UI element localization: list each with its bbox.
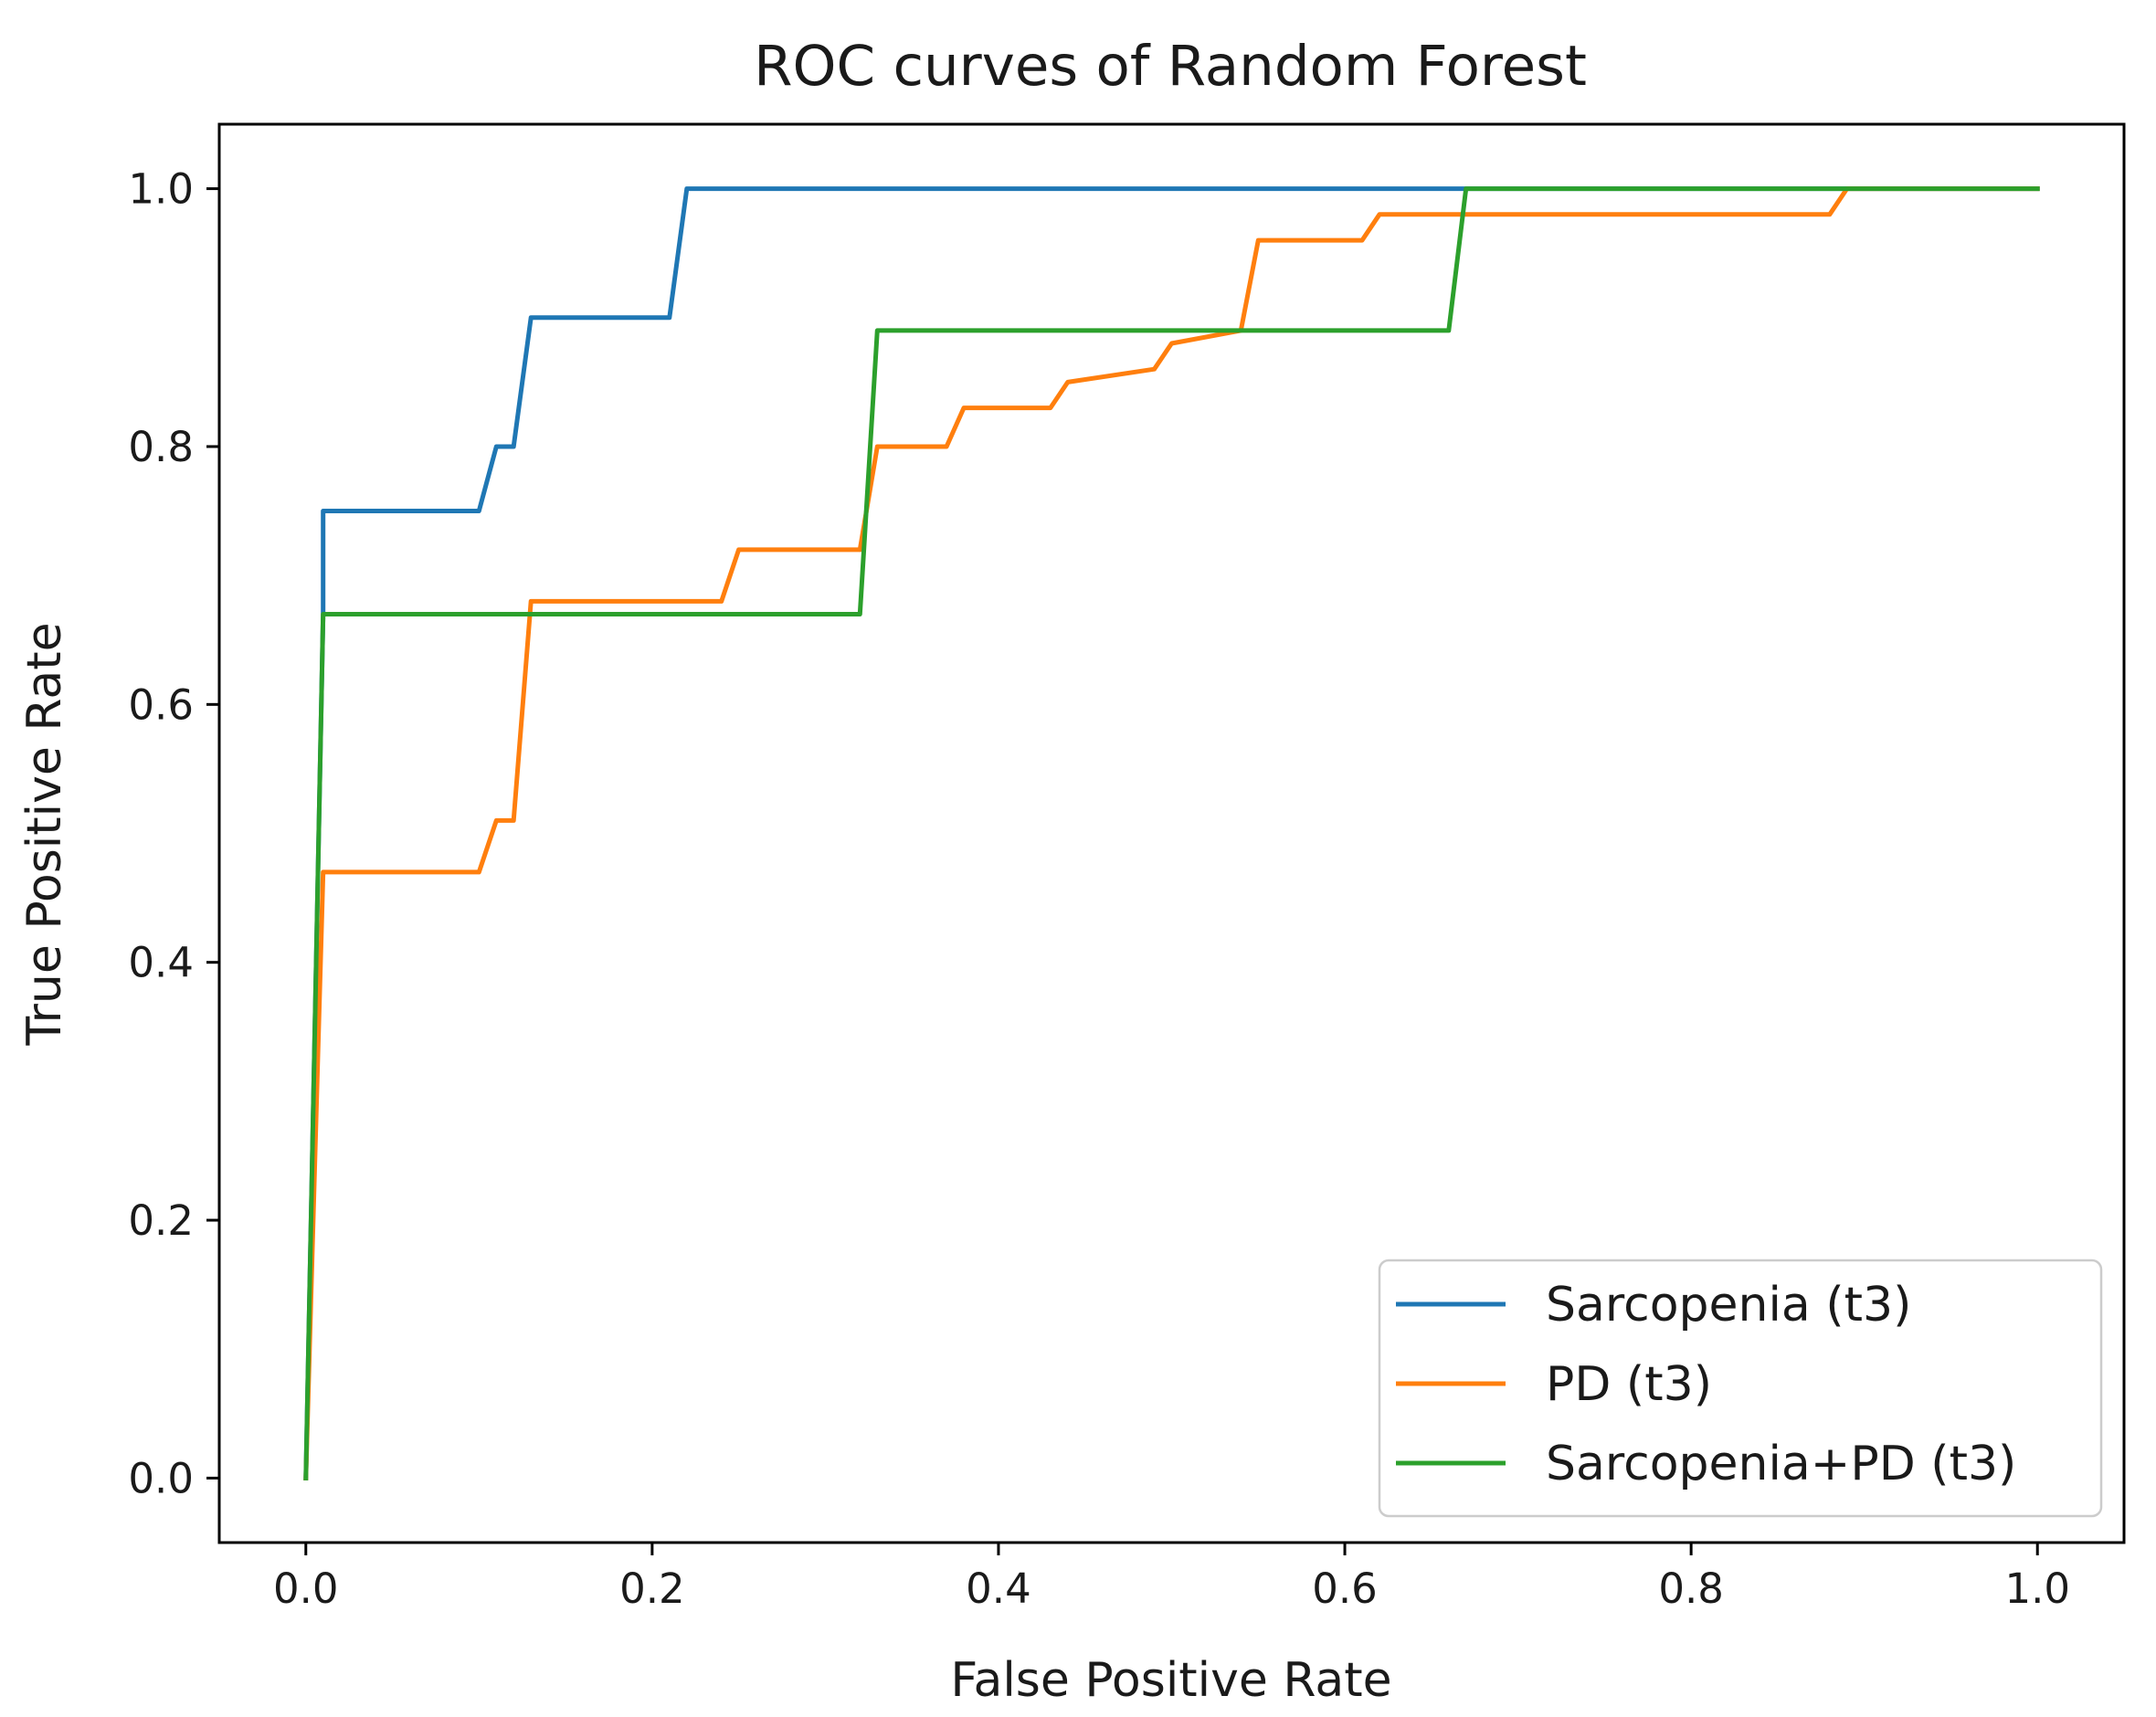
legend-label: PD (t3)	[1546, 1357, 1712, 1412]
curves-group	[303, 186, 2040, 1480]
y-tick-label: 1.0	[128, 165, 194, 214]
legend-label: Sarcopenia+PD (t3)	[1546, 1437, 2016, 1491]
x-tick-label: 0.0	[273, 1564, 339, 1613]
x-tick-label: 0.2	[619, 1564, 685, 1613]
plot-frame	[217, 122, 2126, 1544]
chart-title: ROC curves of Random Forest	[754, 34, 1587, 99]
x-tick-label: 0.4	[966, 1564, 1031, 1613]
y-axis-label: True Positive Rate	[17, 622, 72, 1046]
roc-curve-0	[303, 186, 2040, 1480]
y-tick-label: 0.6	[128, 680, 194, 729]
legend: Sarcopenia (t3) PD (t3) Sarcopenia+PD (t3)	[1378, 1259, 2103, 1518]
x-axis: 0.0 0.2 0.4 0.6 0.8 1.0	[273, 1543, 2070, 1613]
y-tick-label: 0.2	[128, 1196, 194, 1245]
legend-box	[1378, 1259, 2103, 1518]
x-tick-label: 0.8	[1658, 1564, 1724, 1613]
x-axis-label: False Positive Rate	[950, 1653, 1391, 1708]
roc-curve-1	[303, 186, 2040, 1480]
x-tick-label: 1.0	[2004, 1564, 2070, 1613]
legend-label: Sarcopenia (t3)	[1546, 1278, 1911, 1333]
y-tick-label: 0.4	[128, 939, 194, 987]
y-tick-label: 0.0	[128, 1454, 194, 1502]
y-axis: 0.0 0.2 0.4 0.6 0.8 1.0	[128, 165, 219, 1502]
y-tick-label: 0.8	[128, 423, 194, 471]
x-tick-label: 0.6	[1312, 1564, 1378, 1613]
roc-curve-2	[303, 186, 2040, 1480]
